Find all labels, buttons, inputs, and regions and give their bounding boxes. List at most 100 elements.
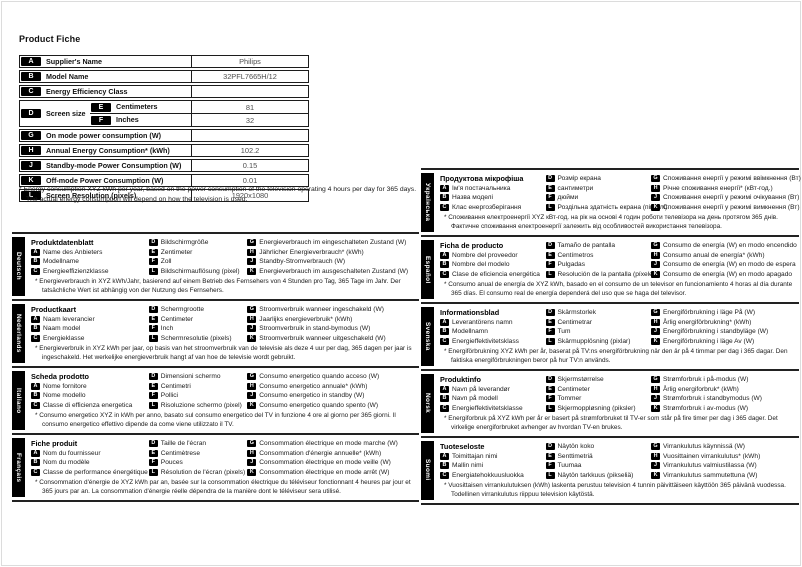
section-footnote: * Vuosittaisen virrankulutuksen (kWh) la…	[444, 481, 786, 498]
spec-value: 32PFL7665H/12	[191, 71, 308, 82]
spec-item: J Consumo energetico in standby (W)	[247, 392, 421, 400]
spec-label: Consumo de energía (W) en modo encendido	[663, 242, 797, 250]
spec-label: Nom du modèle	[43, 459, 90, 467]
spec-label: Tum	[557, 328, 571, 336]
row-letter-badge: J	[247, 325, 257, 333]
row-letter-badge: K	[247, 468, 257, 476]
spec-item: L Bildschirmauflösung (pixel)	[148, 267, 246, 275]
spec-item: A Name des Anbieters	[31, 248, 147, 256]
language-tab: Italiano	[12, 370, 25, 430]
row-letter-badge: A	[440, 452, 449, 460]
spec-item: D Schermgrootte	[148, 306, 246, 314]
row-letter-badge: L	[148, 267, 158, 275]
row-letter-badge: C	[440, 404, 449, 412]
spec-item: E Centimeter	[545, 385, 650, 393]
spec-item: F Tuumaa	[545, 462, 650, 469]
spec-label: Strømforbruk i på-modus (W)	[663, 376, 749, 384]
spec-label: Modellname	[43, 258, 79, 266]
spec-item: J Strømforbruk i standbymodus (W)	[651, 395, 801, 403]
spec-item: H Jaarlijks energieverbruik* (kWh)	[247, 315, 421, 323]
spec-label: Dimensioni schermo	[160, 373, 221, 381]
spec-item: C Energieffektivitetsklasse	[440, 404, 544, 412]
spec-label: Energiatehokkuusluokka	[452, 471, 524, 479]
table-row: H Annual Energy Consumption* (kWh) 102.2	[19, 144, 309, 157]
spec-label: Stroomverbruik wanneer uitgeschakeld (W)	[259, 334, 386, 342]
row-letter-badge: D	[545, 309, 555, 317]
spec-label: Off-mode Power Consumption (W)	[46, 176, 164, 185]
row-letter-badge: B	[440, 395, 449, 403]
row-letter-badge: D	[148, 440, 158, 448]
row-letter-badge: C	[440, 337, 449, 345]
spec-label: Inches	[116, 115, 139, 124]
spec-label: Consumo energetico in standby (W)	[259, 392, 365, 400]
spec-item: A Toimittajan nimi	[440, 452, 544, 460]
spec-label: Modellnamn	[452, 328, 488, 336]
spec-label: Strømforbruk i standbymodus (W)	[663, 395, 762, 403]
footnote-line: The actual energy consumption will depen…	[26, 196, 248, 204]
row-letter-badge: K	[651, 471, 661, 479]
row-letter-badge: J	[651, 194, 661, 202]
language-section: Suomi Tuoteseloste A Toimittajan nimi B Malli…	[421, 438, 799, 505]
row-letter-badge: H	[651, 318, 661, 326]
spec-label: Årlig energiförbrukning* (kWh)	[663, 318, 752, 326]
row-letter-badge: K	[247, 267, 257, 275]
spec-item: E Centimetri	[148, 382, 246, 390]
spec-item: K Energieverbrauch im ausgeschalteten Zus…	[247, 267, 421, 275]
row-letter-badge: B	[31, 392, 40, 400]
spec-label: Bildschirmgröße	[160, 239, 209, 247]
spec-item: A Naam leverancier	[31, 315, 147, 323]
section-title: Informationsblad	[440, 308, 500, 318]
spec-item: K Strømforbruk i av-modus (W)	[651, 404, 801, 412]
spec-item: L Resolución de la pantalla (píxeles)	[545, 270, 658, 278]
spec-label: Consumo anual de energía* (kWh)	[663, 251, 765, 259]
spec-label: Ім'я постачальника	[452, 184, 511, 192]
sections-right-column: Українська Продуктова мікрофіша A Ім'я пост…	[421, 168, 801, 505]
spec-item: H Jährlicher Energieverbrauch* (kWh)	[247, 248, 421, 256]
spec-item: C Classe de performance énergétique	[31, 468, 148, 476]
language-tab: Español	[421, 239, 434, 299]
spec-label: Screen size	[46, 109, 86, 118]
row-letter-badge: L	[148, 401, 158, 409]
row-letter-badge: A	[440, 385, 449, 393]
row-letter-badge: F	[91, 115, 111, 125]
row-letter-badge: D	[545, 376, 555, 384]
spec-item: K Virrankulutus sammutettuna (W)	[651, 471, 801, 479]
row-letter-badge: K	[21, 176, 41, 185]
row-letter-badge: J	[651, 328, 661, 336]
row-letter-badge: L	[545, 270, 555, 278]
spec-label: Nombre del modelo	[452, 261, 510, 269]
language-section: Українська Продуктова мікрофіша A Ім'я пост…	[421, 168, 801, 237]
section-footnote: * Consumo energetico XYZ in kWh per anno…	[35, 411, 396, 428]
row-letter-badge: E	[545, 318, 555, 326]
row-letter-badge: G	[21, 131, 41, 140]
row-letter-badge: A	[31, 315, 40, 323]
spec-item: A Leverantörens namn	[440, 318, 544, 326]
spec-label: Leverantörens namn	[452, 318, 513, 326]
spec-item: A Nome fornitore	[31, 382, 147, 390]
spec-label: Споживання енергії у режимі вимкнення (В…	[663, 203, 800, 211]
row-letter-badge: E	[545, 385, 555, 393]
spec-value: 0.15	[191, 160, 308, 171]
row-letter-badge: G	[247, 239, 257, 247]
section-footnote: * Energiförbrukning XYZ kWh per år, base…	[444, 347, 788, 364]
spec-label: Tamaño de pantalla	[557, 242, 616, 250]
spec-label: Споживання енергії у режимі очікування (…	[663, 194, 800, 202]
row-letter-badge: B	[31, 459, 40, 467]
section-title: Productkaart	[31, 305, 77, 315]
spec-item: D Taille de l'écran	[148, 440, 246, 448]
spec-item: J Споживання енергії у режимі очікування …	[651, 194, 801, 202]
spec-label: Mallin nimi	[452, 462, 484, 469]
spec-item: J Stroomverbruik in stand-bymodus (W)	[247, 325, 421, 333]
row-letter-badge: K	[651, 203, 661, 211]
spec-label: Näytön tarkkuus (pikseliä)	[557, 471, 634, 479]
row-letter-badge: B	[440, 261, 449, 269]
spec-item: E Centimetrar	[545, 318, 650, 326]
spec-item: J Consommation électrique en mode veille …	[247, 459, 421, 467]
spec-label: Naam model	[43, 325, 81, 333]
spec-label: Consommation électrique en mode veille (…	[259, 459, 391, 467]
row-letter-badge: F	[148, 325, 158, 333]
row-letter-badge: A	[31, 449, 40, 457]
spec-label: Standby-Stromverbrauch (W)	[259, 258, 346, 266]
spec-label: Virrankulutus valmiustilassa (W)	[663, 462, 757, 469]
